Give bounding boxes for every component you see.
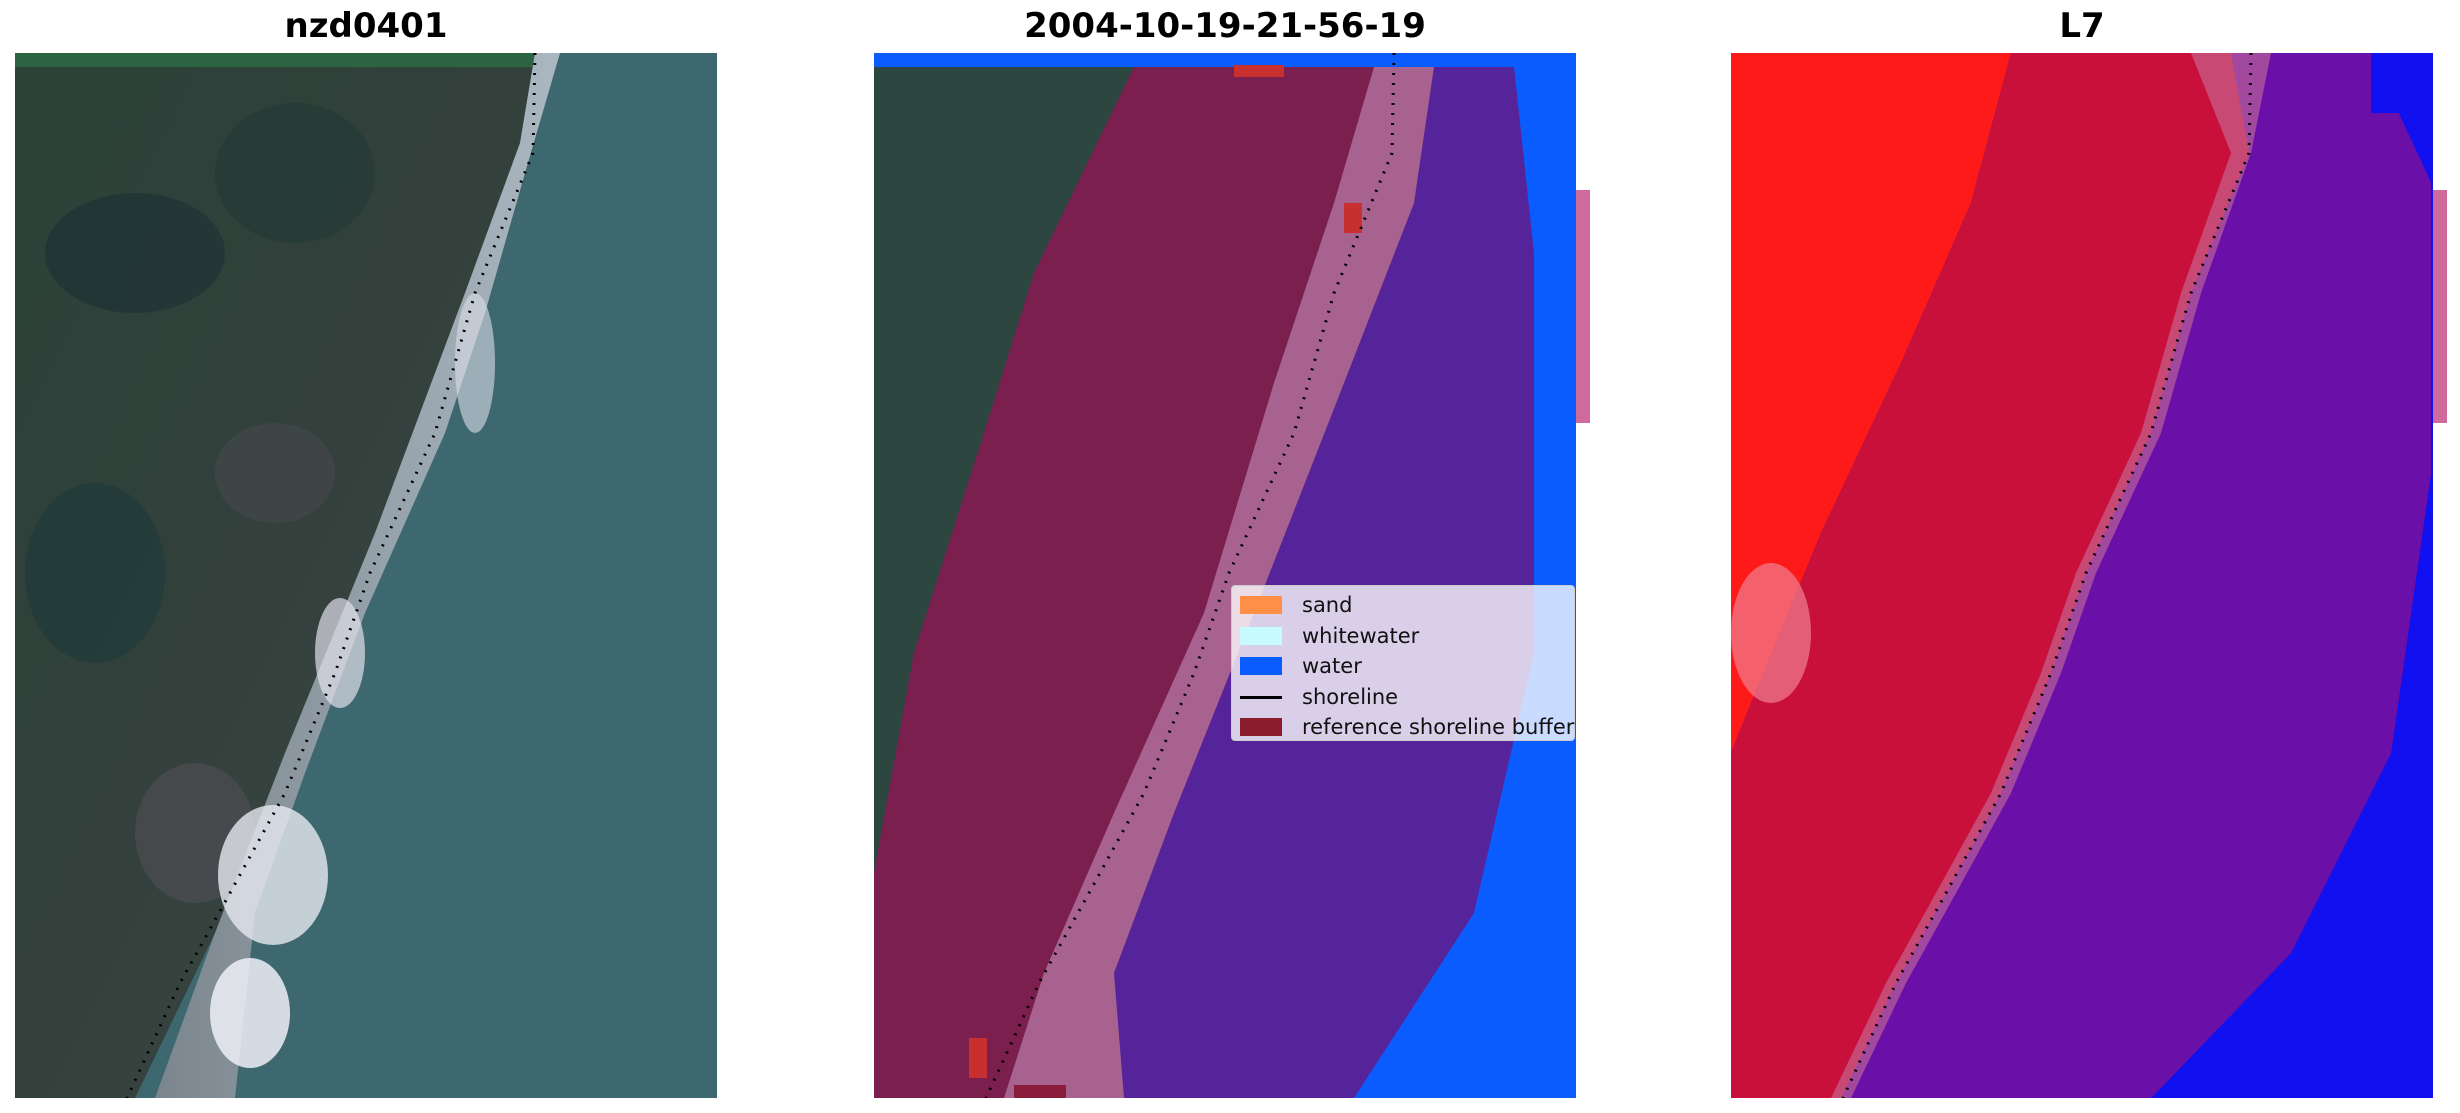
legend-item-whitewater: whitewater (1240, 621, 1566, 652)
legend-label: sand (1302, 593, 1353, 618)
classification-panel (874, 53, 1576, 1098)
panel-title-rgb: nzd0401 (284, 6, 448, 46)
reference-buffer-swatch (1240, 718, 1282, 737)
legend-label: whitewater (1302, 623, 1420, 648)
rgb-image (15, 53, 717, 1098)
whitewater-swatch (1240, 626, 1282, 645)
panel-title-classification: 2004-10-19-21-56-19 (1024, 6, 1426, 46)
shoreline-swatch (1240, 688, 1282, 706)
legend-label: water (1302, 654, 1362, 679)
water-swatch (1240, 657, 1282, 676)
legend-label: reference shoreline buffer (1302, 715, 1575, 740)
legend-item-sand: sand (1240, 590, 1566, 621)
classification-side-tab (1576, 190, 1590, 423)
panel-title-l7: L7 (2059, 6, 2105, 46)
classification-image (874, 53, 1576, 1098)
legend-label: shoreline (1302, 684, 1399, 709)
legend: sand whitewater water shoreline referenc… (1231, 585, 1575, 741)
l7-side-tab (2433, 190, 2447, 423)
legend-item-reference-buffer: reference shoreline buffer (1240, 712, 1574, 743)
rgb-image-panel (15, 53, 717, 1098)
sand-swatch (1240, 596, 1282, 615)
l7-image (1731, 53, 2433, 1098)
l7-panel (1731, 53, 2433, 1098)
legend-item-shoreline: shoreline (1240, 682, 1566, 713)
legend-item-water: water (1240, 651, 1566, 682)
